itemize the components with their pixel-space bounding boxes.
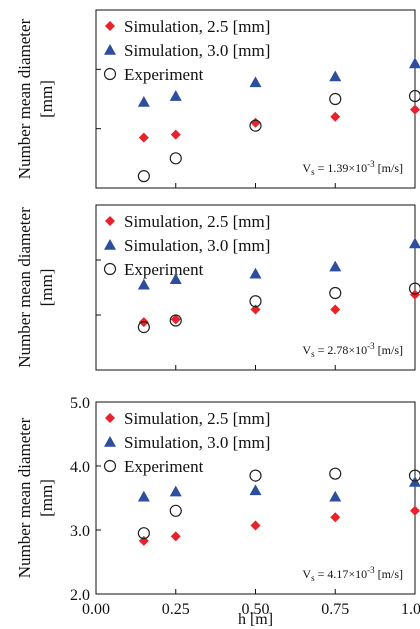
annotation-eq: = 4.17×10 [315,567,368,581]
data-point-triangle [138,96,150,107]
velocity-annotation: Vs = 2.78×10-3 [m/s] [302,341,403,359]
data-point-triangle [170,486,182,497]
y-axis-label: Number mean diameter [mm] [15,207,56,368]
x-tick-label: 0.75 [321,601,349,618]
legend-entry: Experiment [105,65,204,84]
annotation-eq: = 1.39×10 [315,161,368,175]
legend-entry: Simulation, 3.0 [mm] [104,236,270,255]
data-point-triangle [250,76,262,87]
legend-label: Simulation, 2.5 [mm] [124,409,270,428]
x-tick-label: 0.25 [162,601,190,618]
annotation-unit: [m/s] [375,343,403,357]
data-point-experiment [330,468,341,479]
legend-marker-circle [105,69,116,80]
data-point-diamond [410,105,420,115]
legend-marker-diamond [105,21,115,31]
data-point-triangle [138,279,150,290]
y-axis-label-line-2: [mm] [37,269,56,307]
legend-marker-circle [105,461,116,472]
data-point-diamond [330,112,340,122]
x-tick-label: 1.00 [401,601,420,618]
data-point-experiment [138,171,149,182]
y-axis-label-line-2: [mm] [37,80,56,118]
y-axis-label: Number mean diameter [mm] [15,417,56,578]
legend-entry: Experiment [105,457,204,476]
annotation-var: V [302,161,311,175]
y-axis-label-line-1: Number mean diameter [15,417,34,578]
y-axis-label-line-1: Number mean diameter [15,18,34,179]
legend-marker-diamond [105,216,115,226]
data-point-diamond [410,506,420,516]
legend-label: Simulation, 3.0 [mm] [124,41,270,60]
legend-label: Experiment [124,457,204,476]
velocity-annotation: Vs = 4.17×10-3 [m/s] [302,565,403,583]
y-tick-label: 4.0 [70,459,90,476]
data-point-diamond [139,133,149,143]
data-point-diamond [251,118,261,128]
y-tick-label: 5.0 [70,395,90,412]
legend-label: Experiment [124,260,204,279]
data-point-triangle [329,491,341,502]
legend-label: Simulation, 3.0 [mm] [124,236,270,255]
legend-label: Simulation, 2.5 [mm] [124,17,270,36]
x-axis-label: h [m] [238,611,273,628]
y-axis-label-line-1: Number mean diameter [15,207,34,368]
annotation-var: V [302,343,311,357]
legend-entry: Simulation, 2.5 [mm] [105,409,270,428]
data-point-diamond [330,305,340,315]
legend-entry: Simulation, 2.5 [mm] [105,17,270,36]
legend-entry: Simulation, 3.0 [mm] [104,41,270,60]
data-point-triangle [329,70,341,81]
legend-marker-triangle [104,239,116,250]
data-point-experiment [330,94,341,105]
legend-label: Simulation, 2.5 [mm] [124,212,270,231]
data-point-triangle [409,238,420,249]
chart-panel-1: Number mean diameter [mm] Simulation, 2.5 … [15,10,420,188]
velocity-annotation: Vs = 1.39×10-3 [m/s] [302,159,403,177]
legend-marker-diamond [105,413,115,423]
legend-entry: Experiment [105,260,204,279]
data-point-diamond [171,130,181,140]
data-point-triangle [250,268,262,279]
annotation-unit: [m/s] [375,161,403,175]
data-point-triangle [250,484,262,495]
legend-label: Experiment [124,65,204,84]
data-point-triangle [409,57,420,68]
chart-panel-3: 2.0 3.0 4.0 5.0 0.00 0.25 0.50 0.75 1.00 Number m… [15,395,420,628]
data-point-triangle [329,261,341,272]
data-point-diamond [171,531,181,541]
data-point-triangle [170,90,182,101]
legend-marker-circle [105,264,116,275]
data-point-experiment [170,505,181,516]
legend-marker-triangle [104,44,116,55]
annotation-eq: = 2.78×10 [315,343,368,357]
data-point-experiment [170,153,181,164]
legend-label: Simulation, 3.0 [mm] [124,433,270,452]
annotation-unit: [m/s] [375,567,403,581]
legend-entry: Simulation, 2.5 [mm] [105,212,270,231]
x-tick-label: 0.00 [82,601,110,618]
data-point-triangle [138,491,150,502]
legend-marker-triangle [104,436,116,447]
annotation-var: V [302,567,311,581]
y-axis-label: Number mean diameter [mm] [15,18,56,179]
y-tick-label: 3.0 [70,523,90,540]
data-point-diamond [251,521,261,531]
chart-panel-2: Number mean diameter [mm] Simulation, 2.5 … [15,205,420,370]
data-point-experiment [330,288,341,299]
legend-entry: Simulation, 3.0 [mm] [104,433,270,452]
y-axis-label-line-2: [mm] [37,479,56,517]
data-point-diamond [330,512,340,522]
data-point-experiment [250,470,261,481]
